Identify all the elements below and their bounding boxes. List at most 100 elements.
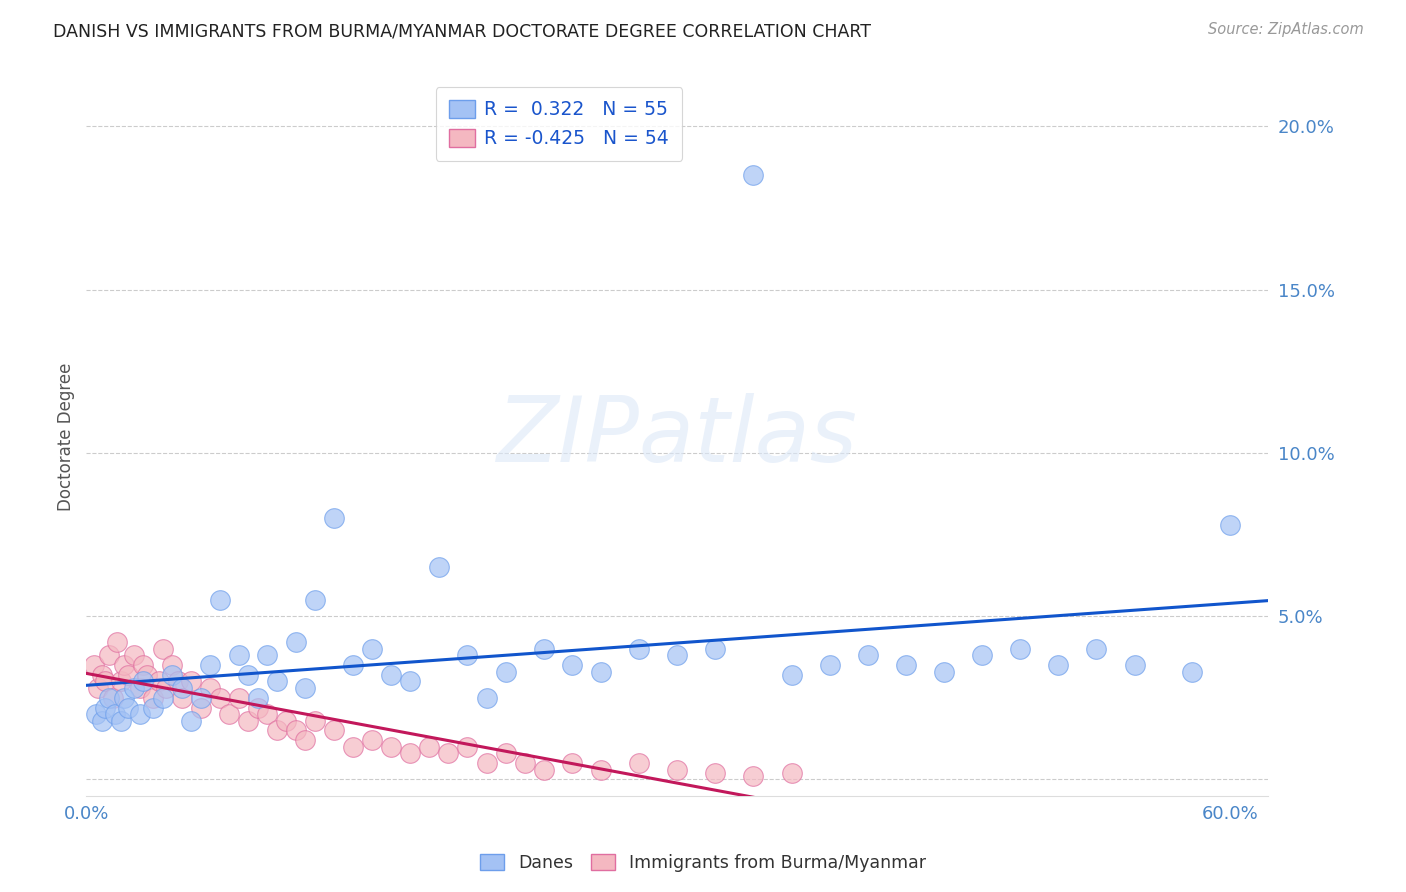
Point <box>666 763 689 777</box>
Point <box>304 714 326 728</box>
Point <box>94 674 117 689</box>
Point <box>208 592 231 607</box>
Text: DANISH VS IMMIGRANTS FROM BURMA/MYANMAR DOCTORATE DEGREE CORRELATION CHART: DANISH VS IMMIGRANTS FROM BURMA/MYANMAR … <box>53 22 872 40</box>
Point <box>112 658 135 673</box>
Point <box>427 560 450 574</box>
Point <box>90 668 112 682</box>
Point <box>110 714 132 728</box>
Point <box>589 763 612 777</box>
Point <box>284 635 307 649</box>
Point <box>780 668 803 682</box>
Point <box>780 765 803 780</box>
Point <box>561 756 583 771</box>
Point <box>105 635 128 649</box>
Point <box>495 665 517 679</box>
Point <box>818 658 841 673</box>
Point <box>1010 641 1032 656</box>
Legend: Danes, Immigrants from Burma/Myanmar: Danes, Immigrants from Burma/Myanmar <box>474 847 932 879</box>
Point <box>475 756 498 771</box>
Point <box>894 658 917 673</box>
Point <box>533 763 555 777</box>
Point <box>152 690 174 705</box>
Point <box>628 756 651 771</box>
Point <box>112 690 135 705</box>
Point <box>198 681 221 695</box>
Point <box>117 668 139 682</box>
Point <box>218 707 240 722</box>
Point <box>418 739 440 754</box>
Point <box>132 674 155 689</box>
Point <box>561 658 583 673</box>
Point <box>155 681 177 695</box>
Point <box>856 648 879 663</box>
Point <box>323 723 346 738</box>
Text: ZIPatlas: ZIPatlas <box>496 392 858 481</box>
Point <box>128 681 150 695</box>
Point <box>495 747 517 761</box>
Point <box>122 648 145 663</box>
Point <box>160 658 183 673</box>
Point <box>152 641 174 656</box>
Point <box>361 733 384 747</box>
Point <box>294 681 316 695</box>
Point <box>94 700 117 714</box>
Point <box>457 648 479 663</box>
Point <box>180 674 202 689</box>
Point <box>380 668 402 682</box>
Point <box>228 648 250 663</box>
Point <box>98 648 121 663</box>
Point <box>166 674 188 689</box>
Point <box>228 690 250 705</box>
Point <box>437 747 460 761</box>
Point <box>84 707 107 722</box>
Point <box>704 765 727 780</box>
Point <box>704 641 727 656</box>
Point <box>276 714 298 728</box>
Point <box>136 668 159 682</box>
Point <box>342 739 364 754</box>
Point <box>457 739 479 754</box>
Point <box>238 668 260 682</box>
Point <box>190 690 212 705</box>
Point <box>1123 658 1146 673</box>
Point <box>238 714 260 728</box>
Point <box>208 690 231 705</box>
Point <box>266 674 288 689</box>
Point <box>399 747 422 761</box>
Point <box>83 658 105 673</box>
Point <box>142 690 165 705</box>
Point <box>1085 641 1108 656</box>
Point <box>246 690 269 705</box>
Point <box>304 592 326 607</box>
Text: Source: ZipAtlas.com: Source: ZipAtlas.com <box>1208 22 1364 37</box>
Point <box>256 648 278 663</box>
Point <box>170 681 193 695</box>
Point <box>294 733 316 747</box>
Point <box>110 674 132 689</box>
Point <box>380 739 402 754</box>
Point <box>628 641 651 656</box>
Point <box>132 658 155 673</box>
Y-axis label: Doctorate Degree: Doctorate Degree <box>58 362 75 511</box>
Point <box>266 723 288 738</box>
Point <box>932 665 955 679</box>
Point <box>122 681 145 695</box>
Point <box>284 723 307 738</box>
Legend: R =  0.322   N = 55, R = -0.425   N = 54: R = 0.322 N = 55, R = -0.425 N = 54 <box>436 87 682 161</box>
Point <box>148 674 170 689</box>
Point <box>170 690 193 705</box>
Point <box>323 511 346 525</box>
Point <box>361 641 384 656</box>
Point <box>246 700 269 714</box>
Point <box>256 707 278 722</box>
Point <box>589 665 612 679</box>
Point <box>342 658 364 673</box>
Point <box>98 690 121 705</box>
Point <box>399 674 422 689</box>
Point <box>104 707 127 722</box>
Point <box>87 681 110 695</box>
Point <box>742 169 765 183</box>
Point <box>513 756 536 771</box>
Point <box>128 707 150 722</box>
Point <box>142 700 165 714</box>
